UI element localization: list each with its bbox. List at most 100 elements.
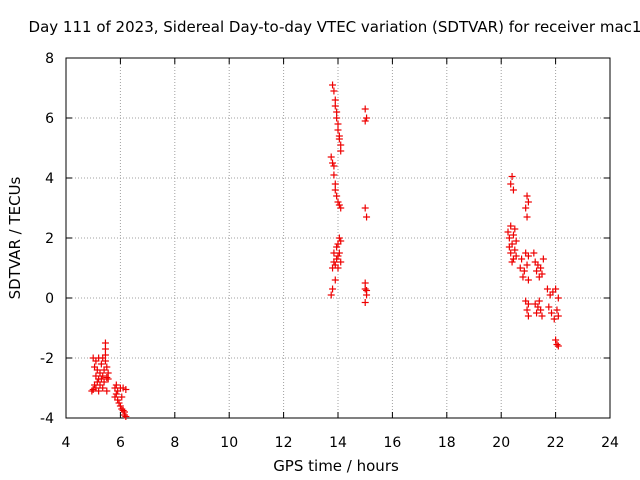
data-point xyxy=(524,252,532,260)
data-point xyxy=(99,372,107,380)
data-point xyxy=(327,291,335,299)
data-point xyxy=(334,126,342,134)
y-tick-label: 2 xyxy=(45,231,54,247)
data-point xyxy=(509,231,517,239)
data-point xyxy=(327,153,335,161)
data-point xyxy=(516,264,524,272)
data-point xyxy=(552,285,560,293)
data-point xyxy=(508,173,516,180)
data-point xyxy=(523,306,531,314)
data-point xyxy=(537,306,545,314)
data-point xyxy=(334,198,342,206)
data-point xyxy=(333,114,341,122)
y-tick-label: -4 xyxy=(40,411,54,427)
y-tick-label: -2 xyxy=(40,351,54,367)
data-points xyxy=(88,81,562,420)
data-point xyxy=(508,258,516,266)
data-point xyxy=(508,240,516,248)
data-point xyxy=(115,399,123,407)
x-tick-label: 20 xyxy=(492,435,510,451)
data-point xyxy=(363,213,371,221)
chart-title: Day 111 of 2023, Sidereal Day-to-day VTE… xyxy=(29,18,640,36)
data-point xyxy=(337,237,345,245)
data-point xyxy=(537,264,545,272)
data-point xyxy=(122,413,130,420)
x-axis-label: GPS time / hours xyxy=(273,457,399,475)
data-point xyxy=(88,387,96,395)
x-tick-label: 18 xyxy=(438,435,456,451)
data-point xyxy=(337,147,345,155)
data-point xyxy=(361,105,369,113)
data-point xyxy=(548,309,556,317)
data-point xyxy=(361,204,369,212)
data-point xyxy=(538,312,546,320)
data-point xyxy=(337,258,345,266)
data-point xyxy=(101,345,109,353)
data-point xyxy=(112,390,120,398)
data-point xyxy=(103,387,111,395)
data-point xyxy=(509,186,517,194)
data-point xyxy=(99,384,107,392)
x-tick-label: 14 xyxy=(329,435,347,451)
data-point xyxy=(329,159,337,167)
data-point xyxy=(519,273,527,281)
data-point xyxy=(95,387,103,395)
data-point xyxy=(533,267,541,275)
data-point xyxy=(97,360,105,368)
data-point xyxy=(331,276,339,284)
y-tick-label: 6 xyxy=(45,111,54,127)
data-point xyxy=(523,213,531,221)
data-point xyxy=(329,81,337,89)
data-point xyxy=(101,339,109,347)
data-point xyxy=(522,204,530,212)
y-axis-label: SDTVAR / TECUs xyxy=(6,176,24,299)
data-point xyxy=(553,341,561,348)
data-point xyxy=(518,255,526,263)
data-point xyxy=(101,357,109,365)
data-point xyxy=(116,402,124,410)
data-point xyxy=(545,303,553,311)
data-point xyxy=(335,135,343,143)
data-point xyxy=(337,204,345,212)
data-point xyxy=(533,309,541,317)
data-point xyxy=(511,225,519,233)
data-point xyxy=(520,267,528,275)
data-point xyxy=(334,264,342,272)
data-point xyxy=(122,386,130,393)
data-point xyxy=(331,96,339,104)
data-point xyxy=(505,234,513,242)
data-point xyxy=(337,141,345,149)
data-point xyxy=(554,312,562,320)
data-point xyxy=(523,261,531,269)
data-point xyxy=(538,270,546,278)
data-point xyxy=(361,285,369,293)
y-tick-label: 4 xyxy=(45,171,54,187)
data-point xyxy=(554,294,562,302)
data-point xyxy=(119,407,127,414)
data-point xyxy=(118,393,126,401)
x-tick-label: 12 xyxy=(275,435,293,451)
data-point xyxy=(331,180,339,188)
data-point xyxy=(523,192,531,200)
data-point xyxy=(333,192,341,200)
data-point xyxy=(330,162,338,170)
data-point xyxy=(552,336,560,344)
data-point xyxy=(543,285,551,293)
data-point xyxy=(114,396,122,404)
data-point xyxy=(507,249,515,257)
data-point xyxy=(101,351,109,359)
x-tick-label: 4 xyxy=(62,435,71,451)
data-point xyxy=(335,249,343,257)
data-point xyxy=(103,363,111,371)
data-point xyxy=(330,171,338,179)
x-tick-label: 22 xyxy=(547,435,565,451)
y-tick-label: 8 xyxy=(45,51,54,67)
data-point xyxy=(550,315,558,323)
x-tick-label: 6 xyxy=(116,435,125,451)
data-point xyxy=(334,120,342,128)
data-point xyxy=(331,102,339,110)
data-point xyxy=(100,378,108,386)
data-point xyxy=(330,87,338,95)
data-point xyxy=(524,276,532,284)
